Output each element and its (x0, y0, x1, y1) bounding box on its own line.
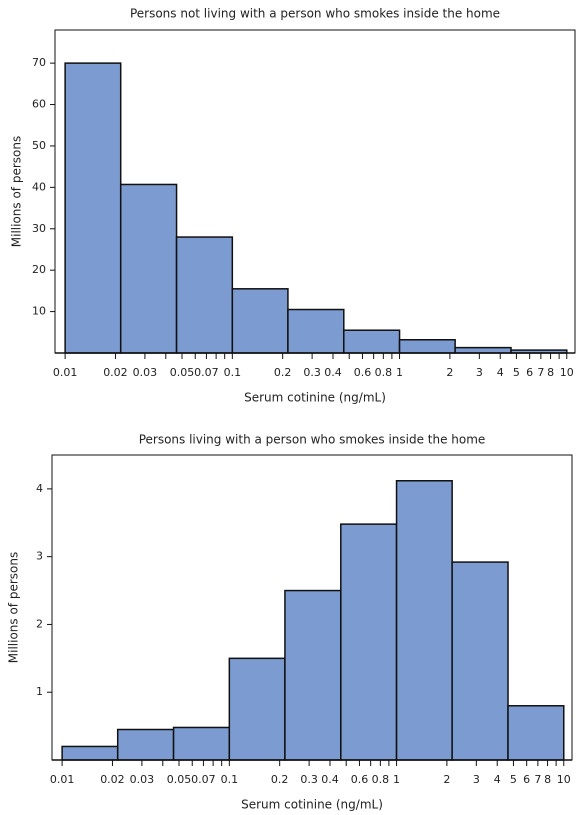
x-tick-label: 0.05 (170, 366, 195, 379)
y-tick-label: 40 (32, 180, 46, 193)
bar (175, 236, 234, 354)
y-axis-label: Millions of persons (10, 136, 24, 247)
x-tick-label: 0.3 (300, 773, 318, 786)
x-tick-label: 0.07 (191, 773, 216, 786)
x-tick-label: 10 (557, 773, 571, 786)
bar (61, 745, 119, 761)
y-tick-label: 30 (32, 222, 46, 235)
bar (64, 62, 122, 354)
y-tick-label: 2 (36, 617, 43, 630)
x-tick-label: 8 (544, 773, 551, 786)
x-tick-label: 0.02 (103, 366, 128, 379)
x-tick-label: 7 (537, 366, 544, 379)
bar (398, 338, 456, 354)
x-tick-label: 0.6 (354, 366, 372, 379)
x-tick-label: 0.07 (194, 366, 219, 379)
x-tick-label: 6 (526, 366, 533, 379)
x-tick-label: 3 (476, 366, 483, 379)
y-axis-label: Millions of persons (7, 552, 21, 663)
y-tick-label: 60 (32, 98, 46, 111)
x-tick-label: 0.2 (271, 773, 289, 786)
x-tick-label: 0.05 (167, 773, 192, 786)
x-axis-label: Serum cotinine (ng/mL) (241, 798, 383, 812)
x-tick-label: 4 (494, 773, 501, 786)
x-tick-label: 0.8 (372, 773, 390, 786)
x-tick-label: 5 (510, 773, 517, 786)
x-tick-label: 8 (547, 366, 554, 379)
x-tick-label: 1 (393, 773, 400, 786)
x-tick-label: 0.1 (224, 366, 242, 379)
y-tick-label: 50 (32, 139, 46, 152)
x-tick-label: 0.01 (53, 366, 78, 379)
x-tick-label: 0.4 (321, 773, 339, 786)
x-tick-label: 0.2 (274, 366, 292, 379)
bar (284, 589, 342, 761)
bar (172, 726, 231, 761)
x-tick-label: 0.02 (100, 773, 125, 786)
x-tick-label: 0.6 (351, 773, 369, 786)
x-tick-label: 6 (523, 773, 530, 786)
chart-title: Persons living with a person who smokes … (139, 433, 486, 447)
x-tick-label: 0.03 (130, 773, 155, 786)
x-tick-label: 0.01 (50, 773, 75, 786)
x-tick-label: 0.8 (375, 366, 393, 379)
bar (119, 183, 178, 354)
bar (343, 329, 401, 354)
chart-title: Persons not living with a person who smo… (130, 7, 500, 21)
bar (454, 346, 512, 354)
x-tick-label: 1 (396, 366, 403, 379)
x-tick-label: 0.03 (133, 366, 158, 379)
y-tick-label: 3 (36, 550, 43, 563)
x-axis-label: Serum cotinine (ng/mL) (244, 391, 386, 405)
x-tick-label: 2 (446, 366, 453, 379)
x-tick-label: 5 (513, 366, 520, 379)
x-tick-label: 3 (473, 773, 480, 786)
y-tick-label: 10 (32, 305, 46, 318)
y-tick-label: 20 (32, 263, 46, 276)
y-tick-label: 1 (36, 685, 43, 698)
bar (228, 657, 286, 761)
bar (451, 561, 509, 761)
x-tick-label: 7 (534, 773, 541, 786)
bar (507, 705, 565, 761)
x-tick-label: 10 (560, 366, 574, 379)
x-tick-label: 0.1 (221, 773, 239, 786)
bar (231, 288, 289, 354)
bar (116, 728, 175, 761)
bar (395, 480, 453, 761)
x-tick-label: 2 (443, 773, 450, 786)
x-tick-label: 0.4 (324, 366, 342, 379)
y-tick-label: 4 (36, 482, 43, 495)
bar (287, 308, 345, 354)
y-tick-label: 70 (32, 56, 46, 69)
bar (340, 523, 398, 761)
x-tick-label: 0.3 (303, 366, 321, 379)
x-tick-label: 4 (497, 366, 504, 379)
